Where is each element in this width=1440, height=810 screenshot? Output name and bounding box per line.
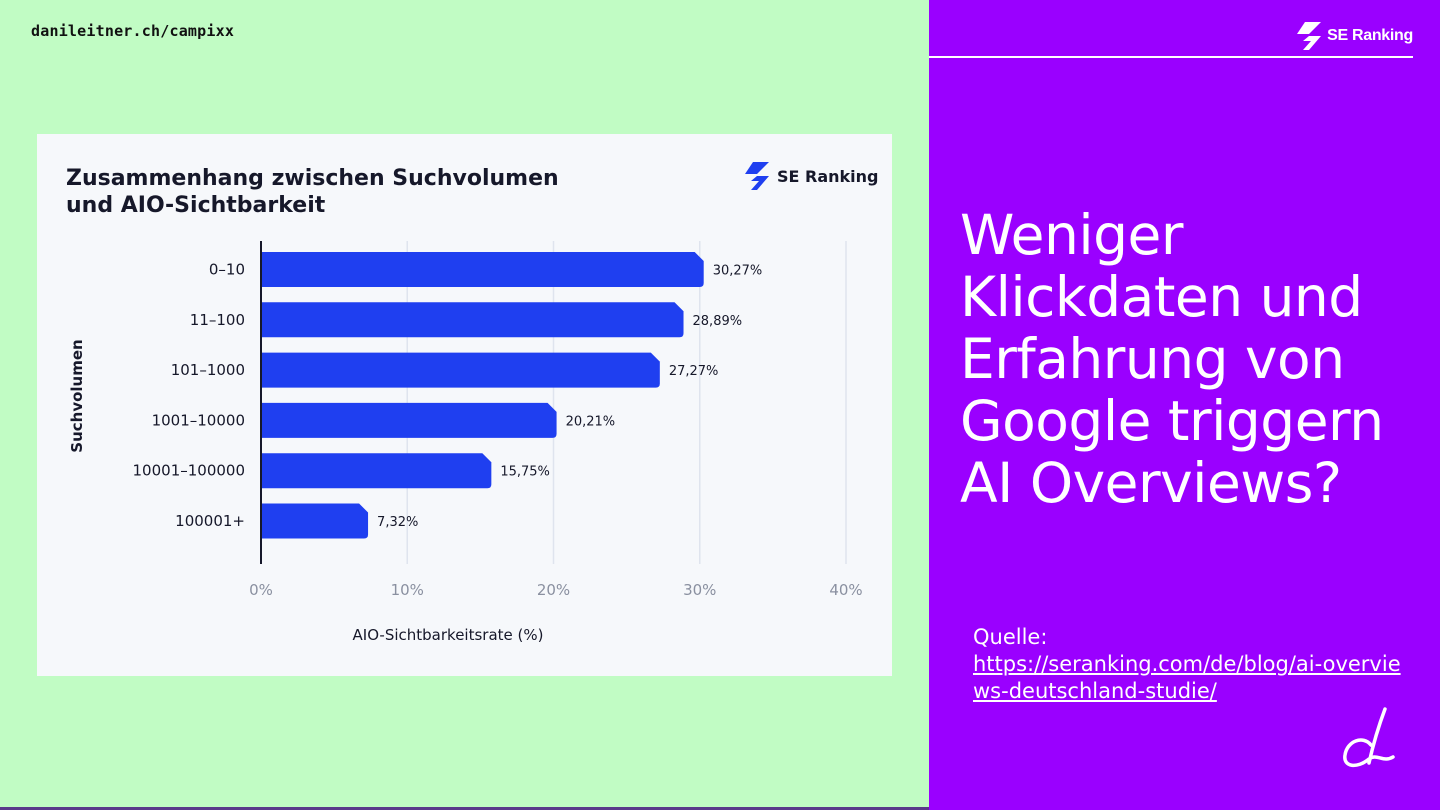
chart-title-line-1: Zusammenhang zwischen Suchvolumen: [66, 166, 559, 191]
category-label: 101–1000: [171, 361, 245, 379]
value-label: 27,27%: [669, 364, 719, 379]
x-tick-label: 30%: [683, 581, 716, 599]
bar: [261, 453, 492, 489]
value-label: 28,89%: [693, 314, 743, 329]
x-tick-label: 40%: [829, 581, 862, 599]
chart-card: Zusammenhang zwischen Suchvolumen und AI…: [37, 134, 892, 676]
bar: [261, 402, 557, 438]
se-ranking-logo-icon: [745, 162, 769, 190]
x-tick-label: 10%: [391, 581, 424, 599]
labels: 0% 10% 20% 30% 40% 0–10 30,27% 11–100 28,89% 101–…: [133, 261, 863, 600]
bar: [261, 503, 369, 539]
category-label: 100001+: [175, 512, 245, 530]
category-label: 11–100: [190, 311, 245, 329]
category-label: 0–10: [209, 261, 245, 279]
right-panel: SE Ranking Weniger Klickdaten und Erfahr…: [929, 0, 1440, 810]
source-link[interactable]: https://seranking.com/de/blog/ai-overvie…: [973, 652, 1401, 703]
headline: Weniger Klickdaten und Erfahrung von Goo…: [960, 203, 1384, 515]
grid-lines: [406, 241, 847, 564]
bar: [261, 302, 684, 338]
bars: [261, 252, 704, 539]
left-panel: danileitner.ch/campixx Zusammenhang zwis…: [0, 22, 929, 810]
x-axis-label: AIO-Sichtbarkeitsrate (%): [353, 626, 544, 644]
bar: [261, 252, 704, 287]
bottom-divider: [0, 807, 929, 810]
brand-logo: SE Ranking: [1296, 22, 1413, 50]
value-label: 7,32%: [377, 515, 418, 530]
bar: [261, 352, 660, 388]
x-tick-label: 0%: [249, 581, 273, 599]
x-tick-label: 20%: [537, 581, 570, 599]
signature-d-logo-icon: [1343, 707, 1395, 768]
header-rule: [929, 56, 1413, 58]
source-label: Quelle:: [973, 625, 1048, 649]
source-block: Quelle: https://seranking.com/de/blog/ai…: [973, 624, 1413, 705]
chart-brand-name: SE Ranking: [777, 167, 879, 186]
bar-chart: Zusammenhang zwischen Suchvolumen und AI…: [66, 162, 879, 644]
brand-name: SE Ranking: [1327, 27, 1413, 44]
value-label: 15,75%: [500, 465, 550, 480]
site-url: danileitner.ch/campixx: [31, 22, 235, 40]
y-axis-label: Suchvolumen: [68, 339, 86, 452]
se-ranking-logo-icon: [1297, 22, 1322, 50]
category-label: 10001–100000: [133, 462, 245, 480]
value-label: 20,21%: [566, 414, 616, 429]
category-label: 1001–10000: [152, 411, 245, 429]
value-label: 30,27%: [713, 264, 763, 279]
chart-title-line-2: und AIO-Sichtbarkeit: [66, 193, 326, 218]
